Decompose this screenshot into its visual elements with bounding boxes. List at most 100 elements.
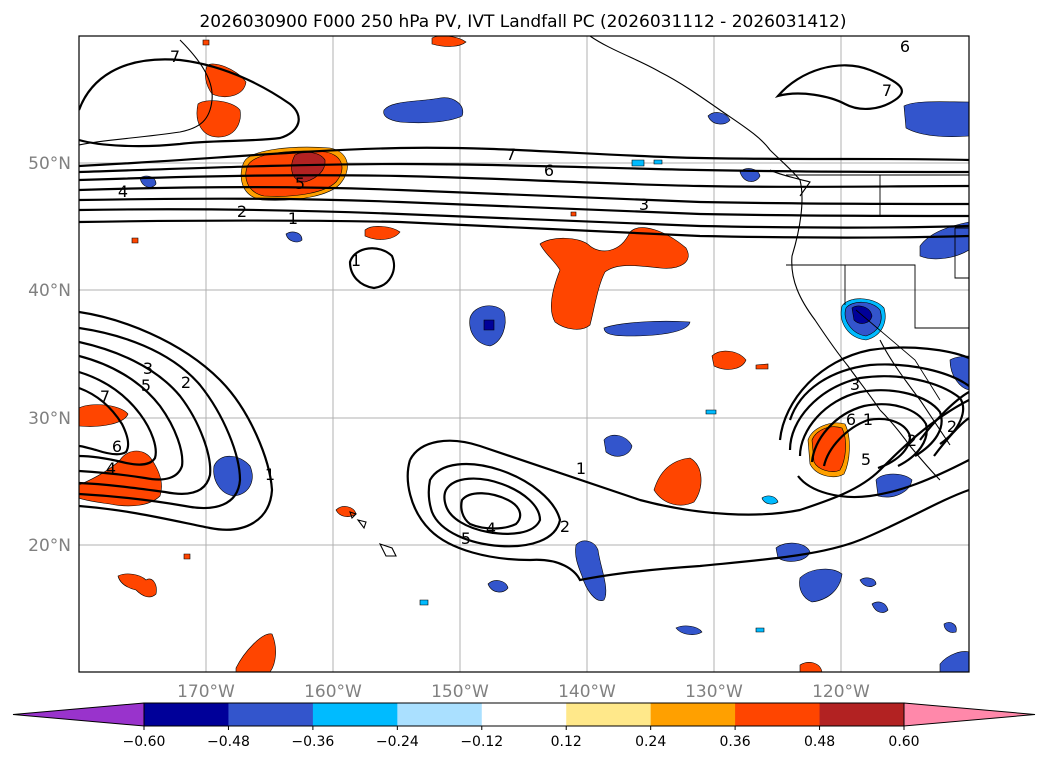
contour-line bbox=[79, 197, 969, 218]
coastline bbox=[79, 39, 213, 146]
contour-line bbox=[810, 403, 928, 467]
pv-blob bbox=[875, 473, 913, 498]
colorbar-tick-label: 0.36 bbox=[720, 734, 751, 750]
contour-label: 7 bbox=[882, 81, 892, 100]
contour-line bbox=[788, 363, 969, 421]
contour-line bbox=[79, 386, 130, 456]
pv-blob bbox=[205, 63, 247, 97]
pv-blob bbox=[79, 404, 129, 427]
colorbar-tick-label: −0.12 bbox=[460, 734, 503, 750]
contour-label: 4 bbox=[118, 182, 128, 201]
lon-label: 140°W bbox=[558, 682, 616, 702]
contour-line bbox=[822, 417, 912, 470]
map-content: 7 6 4 5 2 1 3 7 6 3 1 3 5 2 7 6 4 1 4 5 … bbox=[79, 36, 969, 672]
pv-blob bbox=[603, 320, 691, 337]
contour-label: 2 bbox=[560, 517, 570, 536]
pv-blob bbox=[575, 540, 607, 601]
pv-positive-anomalies bbox=[79, 36, 850, 672]
pv-blob bbox=[711, 350, 747, 370]
colorbar-extend-low bbox=[12, 702, 145, 727]
pv-blob bbox=[364, 226, 401, 240]
contour-label: 2 bbox=[907, 431, 917, 450]
colorbar-tick-label: 0.24 bbox=[635, 734, 666, 750]
pv-blob bbox=[487, 580, 509, 593]
pv-blob bbox=[707, 112, 731, 125]
state-border bbox=[786, 264, 969, 329]
figure-title: 2026030900 F000 250 hPa PV, IVT Landfall… bbox=[199, 12, 846, 32]
contour-line bbox=[406, 459, 969, 582]
colorbar-tick-label: −0.60 bbox=[123, 734, 166, 750]
colorbar-segment bbox=[481, 703, 567, 726]
map-frame bbox=[78, 35, 970, 673]
pv-blob bbox=[483, 319, 495, 331]
pc-contours bbox=[79, 58, 969, 582]
colorbar-segment bbox=[819, 703, 905, 726]
colorbar-segment bbox=[650, 703, 736, 726]
colorbar-segment bbox=[228, 703, 314, 726]
colorbar-tick-label: −0.36 bbox=[291, 734, 334, 750]
contour-line bbox=[79, 340, 212, 495]
contour-label: 7 bbox=[170, 47, 180, 66]
contour-line bbox=[79, 326, 242, 510]
political-borders bbox=[786, 174, 969, 401]
colorbar-segment bbox=[144, 703, 229, 726]
us-mexico-border bbox=[855, 309, 941, 401]
contour-label: 6 bbox=[900, 37, 910, 56]
contour-label: 7 bbox=[100, 387, 110, 406]
contour-line bbox=[79, 310, 274, 531]
longitude-labels: 170°W 160°W 150°W 140°W 130°W 120°W bbox=[177, 682, 870, 702]
lon-label: 160°W bbox=[304, 682, 362, 702]
contour-line bbox=[797, 459, 969, 499]
colorbar-tick-label: 0.60 bbox=[888, 734, 919, 750]
contour-label: 3 bbox=[143, 359, 153, 378]
contour-label: 1 bbox=[351, 251, 361, 270]
contour-label: 2 bbox=[181, 373, 191, 392]
lat-label: 40°N bbox=[28, 281, 71, 301]
pv-blob bbox=[117, 573, 157, 598]
contour-label: 2 bbox=[947, 417, 957, 436]
contour-line bbox=[443, 477, 542, 535]
pv-blob bbox=[285, 231, 303, 243]
coastline bbox=[589, 36, 801, 181]
lon-label: 120°W bbox=[812, 682, 870, 702]
colorbar-outline bbox=[143, 702, 905, 727]
contour-label: 6 bbox=[544, 161, 554, 180]
pv-blob bbox=[799, 568, 843, 603]
colorbar-segment bbox=[566, 703, 652, 726]
pv-blob bbox=[871, 601, 889, 613]
pv-blob bbox=[131, 237, 139, 244]
pv-blob bbox=[705, 409, 717, 415]
pv-blob bbox=[539, 227, 689, 330]
contour-line bbox=[778, 346, 969, 441]
pv-blob bbox=[939, 651, 969, 672]
state-border bbox=[954, 227, 969, 279]
pv-blob bbox=[213, 455, 253, 497]
contour-label: 6 bbox=[846, 410, 856, 429]
pv-blob bbox=[570, 211, 577, 217]
pv-blob bbox=[202, 39, 210, 46]
contour-line bbox=[774, 64, 903, 110]
contour-line bbox=[933, 417, 969, 457]
pv-blob bbox=[631, 159, 645, 167]
pv-blob bbox=[603, 434, 633, 457]
lat-label: 30°N bbox=[28, 409, 71, 429]
contour-line bbox=[460, 492, 522, 530]
contour-label: 1 bbox=[288, 209, 298, 228]
pv-blob bbox=[419, 599, 429, 606]
contour-labels: 7 6 4 5 2 1 3 7 6 3 1 3 5 2 7 6 4 1 4 5 … bbox=[100, 37, 957, 548]
contour-line bbox=[79, 174, 969, 188]
lon-label: 130°W bbox=[685, 682, 743, 702]
contour-label: 5 bbox=[295, 174, 305, 193]
contour-line bbox=[79, 354, 184, 481]
hawaii-island bbox=[356, 519, 367, 530]
colorbar-extend-high bbox=[903, 702, 1036, 727]
contour-label: 3 bbox=[639, 195, 649, 214]
contour-label: 1 bbox=[863, 410, 873, 429]
contour-line bbox=[79, 219, 969, 239]
pv-blob bbox=[903, 101, 969, 138]
colorbar-segment bbox=[397, 703, 483, 726]
contour-label: 3 bbox=[850, 375, 860, 394]
colorbar-tick-label: 0.12 bbox=[551, 734, 582, 750]
contour-line bbox=[79, 146, 969, 168]
contour-line bbox=[348, 247, 396, 290]
